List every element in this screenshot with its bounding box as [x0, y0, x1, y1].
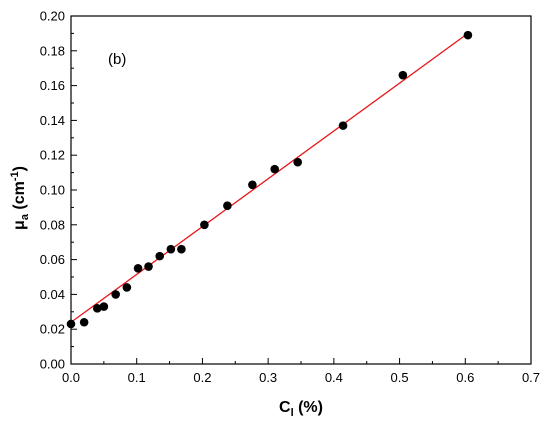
- data-point: [200, 220, 209, 230]
- data-point: [177, 244, 186, 254]
- y-axis-title: μa (cm-1): [9, 166, 31, 230]
- data-point: [122, 283, 132, 292]
- y-axis-title-main: μ: [11, 220, 28, 230]
- data-point: [92, 304, 102, 313]
- data-point: [398, 70, 408, 80]
- x-tick-label: 0.0: [62, 370, 80, 385]
- plot-frame: [70, 15, 532, 365]
- data-point: [79, 317, 89, 327]
- x-axis-title: Cl (%): [279, 399, 323, 419]
- y-tick-label: 0.20: [40, 9, 65, 24]
- y-tick-label: 0.14: [40, 113, 65, 128]
- y-tick-label: 0.02: [40, 322, 65, 337]
- x-tick-label: 0.1: [128, 370, 146, 385]
- data-points: [66, 30, 473, 329]
- y-tick-label: 0.10: [40, 183, 65, 198]
- x-axis-title-main: C: [279, 399, 291, 416]
- plot-area: 0.0 0.1 0.2 0.3 0.4 0.5 0.6 0.7 0.000.020.040.0…: [40, 9, 540, 386]
- x-tick-label: 0.4: [325, 370, 343, 385]
- y-tick-label: 0.04: [40, 287, 65, 302]
- y-tick-label: 0.08: [40, 217, 65, 232]
- fit-line: [70, 32, 469, 323]
- data-point: [99, 302, 109, 311]
- x-axis-title-sub: l: [291, 407, 294, 419]
- x-axis-title-rest: (%): [294, 399, 323, 416]
- data-point: [223, 201, 232, 210]
- x-tick-label: 0.3: [259, 370, 277, 385]
- y-tick-label: 0.18: [40, 43, 65, 58]
- data-point: [463, 30, 473, 40]
- data-point: [155, 251, 165, 261]
- data-point: [166, 244, 176, 254]
- data-point: [338, 121, 348, 130]
- data-point: [133, 264, 143, 273]
- y-axis-title-end: ): [11, 166, 28, 171]
- panel-label: (b): [108, 51, 126, 68]
- data-point: [144, 262, 153, 271]
- data-point: [270, 164, 280, 174]
- x-tick-label: 0.6: [456, 370, 474, 385]
- y-tick-label: 0.06: [40, 252, 65, 267]
- y-axis-ticks: 0.00 0.02 0.04 0.06 0.08 0.10 0.12 0.14 0.16 0.18…: [40, 9, 77, 372]
- y-tick-label: 0.00: [40, 357, 65, 372]
- x-tick-label: 0.7: [522, 370, 540, 385]
- data-point: [66, 319, 76, 329]
- y-tick-label: 0.16: [40, 78, 65, 93]
- data-point: [248, 180, 257, 190]
- x-tick-label: 0.2: [193, 370, 211, 385]
- y-axis-title-mid: (cm: [11, 181, 28, 214]
- data-point: [293, 157, 303, 167]
- y-axis-title-sup: -1: [9, 171, 21, 181]
- y-tick-label: 0.12: [40, 148, 65, 163]
- x-axis-ticks: 0.0 0.1 0.2 0.3 0.4 0.5 0.6 0.7: [62, 358, 540, 385]
- y-axis-title-sub: a: [19, 213, 31, 220]
- data-point: [111, 290, 120, 299]
- x-tick-label: 0.5: [391, 370, 409, 385]
